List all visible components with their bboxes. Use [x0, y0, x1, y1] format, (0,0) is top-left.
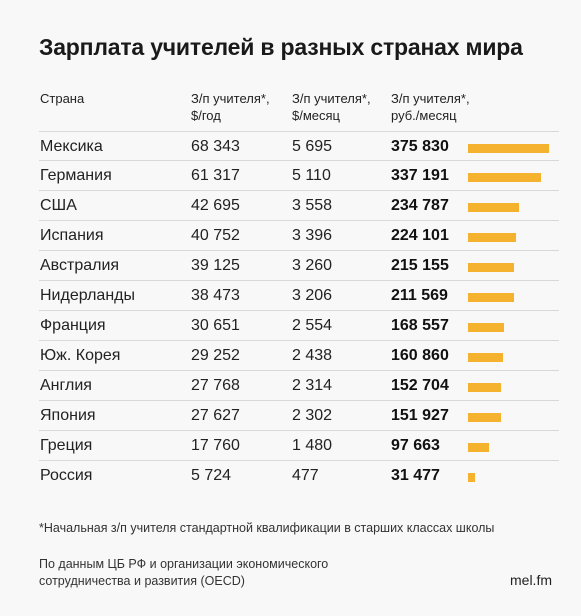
salary-bar	[468, 473, 475, 482]
table-row: Россия 5 724 477 31 477	[39, 461, 559, 491]
rub-salary-cell: 224 101	[391, 227, 449, 244]
header-country: Страна	[40, 91, 85, 106]
year-salary-cell: 39 125	[191, 257, 240, 274]
year-salary-cell: 61 317	[191, 167, 240, 184]
month-salary-cell: 2 302	[292, 407, 333, 424]
salary-bar	[468, 413, 501, 422]
month-salary-cell: 1 480	[292, 437, 333, 454]
salary-bar	[468, 233, 516, 242]
month-salary-cell: 3 396	[292, 227, 333, 244]
salary-bar	[468, 144, 549, 153]
year-salary-cell: 68 343	[191, 138, 240, 155]
salary-bar	[468, 443, 489, 452]
year-salary-cell: 27 627	[191, 407, 240, 424]
rub-salary-cell: 211 569	[391, 287, 448, 304]
header-month: З/п учителя*, $/месяц	[292, 90, 371, 124]
month-salary-cell: 2 554	[292, 317, 333, 334]
year-salary-cell: 38 473	[191, 287, 240, 304]
year-salary-cell: 30 651	[191, 317, 240, 334]
rub-salary-cell: 168 557	[391, 317, 449, 334]
country-cell: США	[40, 197, 77, 214]
table-row: Австралия 39 125 3 260 215 155	[39, 251, 559, 281]
month-salary-cell: 2 438	[292, 347, 333, 364]
header-rub-label: З/п учителя*, руб./месяц	[391, 91, 470, 123]
country-cell: Греция	[40, 437, 93, 454]
month-salary-cell: 5 695	[292, 138, 333, 155]
table-row: Греция 17 760 1 480 97 663	[39, 431, 559, 461]
year-salary-cell: 42 695	[191, 197, 240, 214]
rub-salary-cell: 151 927	[391, 407, 449, 424]
country-cell: Япония	[40, 407, 96, 424]
year-salary-cell: 5 724	[191, 467, 232, 484]
month-salary-cell: 477	[292, 467, 319, 484]
year-salary-cell: 17 760	[191, 437, 240, 454]
salary-bar	[468, 383, 501, 392]
salary-bar	[468, 323, 504, 332]
table-row: Франция 30 651 2 554 168 557	[39, 311, 559, 341]
table-row: Япония 27 627 2 302 151 927	[39, 401, 559, 431]
country-cell: Мексика	[40, 138, 103, 155]
month-salary-cell: 3 260	[292, 257, 333, 274]
month-salary-cell: 3 206	[292, 287, 333, 304]
rub-salary-cell: 31 477	[391, 467, 440, 484]
table-row: Юж. Корея 29 252 2 438 160 860	[39, 341, 559, 371]
rub-salary-cell: 375 830	[391, 138, 449, 155]
country-cell: Франция	[40, 317, 106, 334]
month-salary-cell: 5 110	[292, 167, 331, 184]
country-cell: Австралия	[40, 257, 120, 274]
country-cell: Юж. Корея	[40, 347, 121, 364]
rub-salary-cell: 160 860	[391, 347, 449, 364]
rub-salary-cell: 215 155	[391, 257, 449, 274]
header-year: З/п учителя*, $/год	[191, 90, 270, 124]
year-salary-cell: 27 768	[191, 377, 240, 394]
salary-bar	[468, 293, 514, 302]
salary-bar	[468, 353, 503, 362]
salary-bar	[468, 263, 514, 272]
month-salary-cell: 3 558	[292, 197, 333, 214]
rub-salary-cell: 337 191	[391, 167, 449, 184]
country-cell: Испания	[40, 227, 104, 244]
country-cell: Англия	[40, 377, 92, 394]
chart-title: Зарплата учителей в разных странах мира	[39, 34, 523, 60]
rub-salary-cell: 234 787	[391, 197, 449, 214]
table-row: Германия 61 317 5 110 337 191	[39, 161, 559, 191]
header-month-label: З/п учителя*, $/месяц	[292, 91, 371, 123]
country-cell: Россия	[40, 467, 93, 484]
table-row: Англия 27 768 2 314 152 704	[39, 371, 559, 401]
month-salary-cell: 2 314	[292, 377, 333, 394]
table-row: Испания 40 752 3 396 224 101	[39, 221, 559, 251]
rub-salary-cell: 152 704	[391, 377, 449, 394]
header-year-label: З/п учителя*, $/год	[191, 91, 270, 123]
table-row: Мексика 68 343 5 695 375 830	[39, 131, 559, 161]
year-salary-cell: 29 252	[191, 347, 240, 364]
rub-salary-cell: 97 663	[391, 437, 440, 454]
country-cell: Германия	[40, 167, 112, 184]
salary-table: Мексика 68 343 5 695 375 830 Германия 61 317 5…	[39, 131, 559, 491]
footnote: *Начальная з/п учителя стандартной квали…	[39, 521, 495, 535]
brand-logo: mel.fm	[510, 572, 552, 588]
header-rub: З/п учителя*, руб./месяц	[391, 90, 470, 124]
source-note: По данным ЦБ РФ и организации экономичес…	[39, 557, 329, 588]
salary-bar	[468, 173, 541, 182]
salary-bar	[468, 203, 519, 212]
country-cell: Нидерланды	[40, 287, 135, 304]
year-salary-cell: 40 752	[191, 227, 240, 244]
table-row: Нидерланды 38 473 3 206 211 569	[39, 281, 559, 311]
table-row: США 42 695 3 558 234 787	[39, 191, 559, 221]
